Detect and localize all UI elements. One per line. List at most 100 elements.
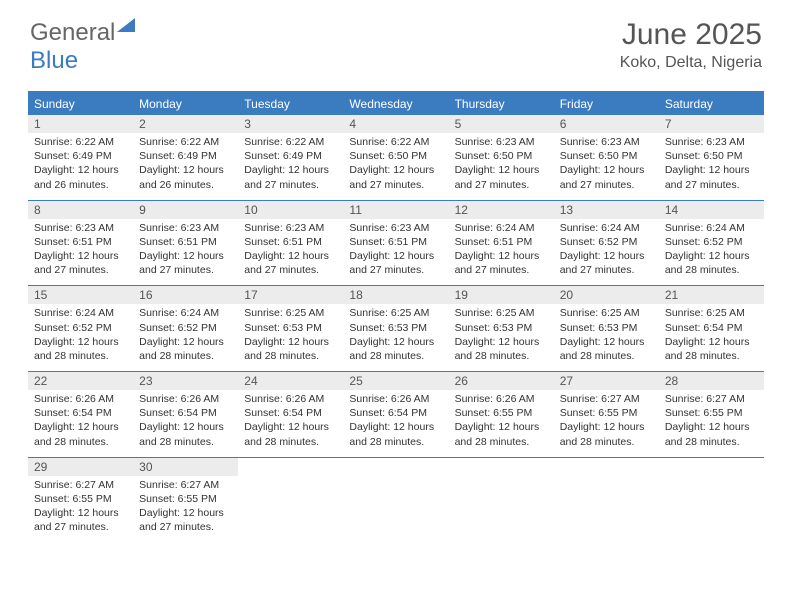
sunset-value: 6:53 PM: [493, 322, 532, 334]
day-info: Sunrise: 6:25 AMSunset: 6:53 PMDaylight:…: [238, 306, 343, 363]
day-number: 30: [133, 458, 238, 476]
sunrise-label: Sunrise:: [244, 136, 283, 148]
day-info: Sunrise: 6:24 AMSunset: 6:51 PMDaylight:…: [449, 221, 554, 278]
sunset-value: 6:51 PM: [388, 236, 427, 248]
sunset-value: 6:50 PM: [388, 150, 427, 162]
calendar-week: 1Sunrise: 6:22 AMSunset: 6:49 PMDaylight…: [28, 115, 764, 201]
daylight-label: Daylight:: [349, 336, 390, 348]
sunrise-value: 6:25 AM: [496, 307, 535, 319]
sunrise-value: 6:23 AM: [496, 136, 535, 148]
day-info: Sunrise: 6:23 AMSunset: 6:50 PMDaylight:…: [659, 135, 764, 192]
sunset-value: 6:49 PM: [283, 150, 322, 162]
calendar-empty-cell: ..: [238, 458, 343, 543]
calendar-day-cell: 7Sunrise: 6:23 AMSunset: 6:50 PMDaylight…: [659, 115, 764, 200]
day-number: 28: [659, 372, 764, 390]
daylight-label: Daylight:: [665, 250, 706, 262]
calendar-day-cell: 20Sunrise: 6:25 AMSunset: 6:53 PMDayligh…: [554, 286, 659, 371]
day-number: 10: [238, 201, 343, 219]
daylight-label: Daylight:: [244, 336, 285, 348]
day-number: 11: [343, 201, 448, 219]
sunrise-label: Sunrise:: [139, 136, 178, 148]
sunrise-label: Sunrise:: [349, 393, 388, 405]
location-label: Koko, Delta, Nigeria: [620, 54, 762, 72]
day-number: 17: [238, 286, 343, 304]
logo-word-blue: Blue: [30, 47, 78, 74]
day-number: 15: [28, 286, 133, 304]
sunrise-label: Sunrise:: [560, 136, 599, 148]
sunset-value: 6:55 PM: [178, 493, 217, 505]
sunrise-value: 6:26 AM: [496, 393, 535, 405]
sunrise-label: Sunrise:: [139, 222, 178, 234]
sunrise-value: 6:23 AM: [286, 222, 325, 234]
calendar-day-cell: 19Sunrise: 6:25 AMSunset: 6:53 PMDayligh…: [449, 286, 554, 371]
day-number: 21: [659, 286, 764, 304]
daylight-label: Daylight:: [139, 421, 180, 433]
sunset-value: 6:53 PM: [388, 322, 427, 334]
calendar-day-cell: 22Sunrise: 6:26 AMSunset: 6:54 PMDayligh…: [28, 372, 133, 457]
day-info: Sunrise: 6:25 AMSunset: 6:53 PMDaylight:…: [554, 306, 659, 363]
day-info: Sunrise: 6:26 AMSunset: 6:54 PMDaylight:…: [133, 392, 238, 449]
sunset-label: Sunset:: [560, 322, 596, 334]
page-header: General Blue June 2025 Koko, Delta, Nige…: [0, 0, 792, 85]
sunrise-label: Sunrise:: [244, 307, 283, 319]
daylight-label: Daylight:: [349, 164, 390, 176]
sunset-label: Sunset:: [455, 322, 491, 334]
weekday-tuesday: Tuesday: [238, 93, 343, 115]
daylight-label: Daylight:: [560, 250, 601, 262]
calendar-day-cell: 17 Sunrise: 6:25 AMSunset: 6:53 PMDayligh…: [238, 286, 343, 371]
sunrise-value: 6:27 AM: [75, 479, 114, 491]
sunset-value: 6:55 PM: [598, 407, 637, 419]
day-number: 9: [133, 201, 238, 219]
sunset-label: Sunset:: [455, 236, 491, 248]
sunrise-value: 6:25 AM: [391, 307, 430, 319]
calendar-day-cell: 6Sunrise: 6:23 AMSunset: 6:50 PMDaylight…: [554, 115, 659, 200]
sunset-label: Sunset:: [349, 150, 385, 162]
sunset-value: 6:55 PM: [73, 493, 112, 505]
sunset-value: 6:49 PM: [73, 150, 112, 162]
day-info: Sunrise: 6:27 AMSunset: 6:55 PMDaylight:…: [133, 478, 238, 535]
sunrise-label: Sunrise:: [139, 393, 178, 405]
sunrise-value: 6:24 AM: [496, 222, 535, 234]
daylight-label: Daylight:: [34, 250, 75, 262]
sunset-label: Sunset:: [34, 322, 70, 334]
calendar-day-cell: 9Sunrise: 6:23 AMSunset: 6:51 PMDaylight…: [133, 201, 238, 286]
daylight-label: Daylight:: [139, 250, 180, 262]
sunrise-value: 6:25 AM: [601, 307, 640, 319]
sunrise-label: Sunrise:: [665, 307, 704, 319]
sunrise-label: Sunrise:: [244, 393, 283, 405]
day-number: 27: [554, 372, 659, 390]
day-info: Sunrise: 6:22 AMSunset: 6:50 PMDaylight:…: [343, 135, 448, 192]
sunrise-value: 6:25 AM: [706, 307, 745, 319]
sunset-label: Sunset:: [34, 236, 70, 248]
weekday-thursday: Thursday: [449, 93, 554, 115]
sunset-value: 6:54 PM: [703, 322, 742, 334]
daylight-label: Daylight:: [34, 164, 75, 176]
calendar-day-cell: 14Sunrise: 6:24 AMSunset: 6:52 PMDayligh…: [659, 201, 764, 286]
day-info: Sunrise: 6:23 AMSunset: 6:51 PMDaylight:…: [28, 221, 133, 278]
day-number: 29: [28, 458, 133, 476]
day-info: Sunrise: 6:24 AMSunset: 6:52 PMDaylight:…: [659, 221, 764, 278]
calendar-day-cell: 23Sunrise: 6:26 AMSunset: 6:54 PMDayligh…: [133, 372, 238, 457]
day-info: Sunrise: 6:23 AMSunset: 6:50 PMDaylight:…: [554, 135, 659, 192]
title-block: June 2025 Koko, Delta, Nigeria: [620, 18, 762, 72]
calendar-day-cell: 27Sunrise: 6:27 AMSunset: 6:55 PMDayligh…: [554, 372, 659, 457]
sunset-value: 6:52 PM: [703, 236, 742, 248]
sunset-label: Sunset:: [139, 236, 175, 248]
day-number: 16: [133, 286, 238, 304]
day-info: Sunrise: 6:24 AMSunset: 6:52 PMDaylight:…: [554, 221, 659, 278]
sunset-label: Sunset:: [455, 407, 491, 419]
day-info: Sunrise: 6:22 AMSunset: 6:49 PMDaylight:…: [28, 135, 133, 192]
sunset-label: Sunset:: [560, 236, 596, 248]
day-number: 2: [133, 115, 238, 133]
sunrise-value: 6:23 AM: [75, 222, 114, 234]
day-number: 22: [28, 372, 133, 390]
day-number: 23: [133, 372, 238, 390]
sunset-value: 6:50 PM: [703, 150, 742, 162]
calendar-body: 1Sunrise: 6:22 AMSunset: 6:49 PMDaylight…: [28, 115, 764, 542]
calendar: Sunday Monday Tuesday Wednesday Thursday…: [28, 91, 764, 542]
sunset-value: 6:54 PM: [178, 407, 217, 419]
calendar-day-cell: 11Sunrise: 6:23 AMSunset: 6:51 PMDayligh…: [343, 201, 448, 286]
calendar-day-cell: 5Sunrise: 6:23 AMSunset: 6:50 PMDaylight…: [449, 115, 554, 200]
sunrise-label: Sunrise:: [665, 222, 704, 234]
calendar-day-cell: 4Sunrise: 6:22 AMSunset: 6:50 PMDaylight…: [343, 115, 448, 200]
